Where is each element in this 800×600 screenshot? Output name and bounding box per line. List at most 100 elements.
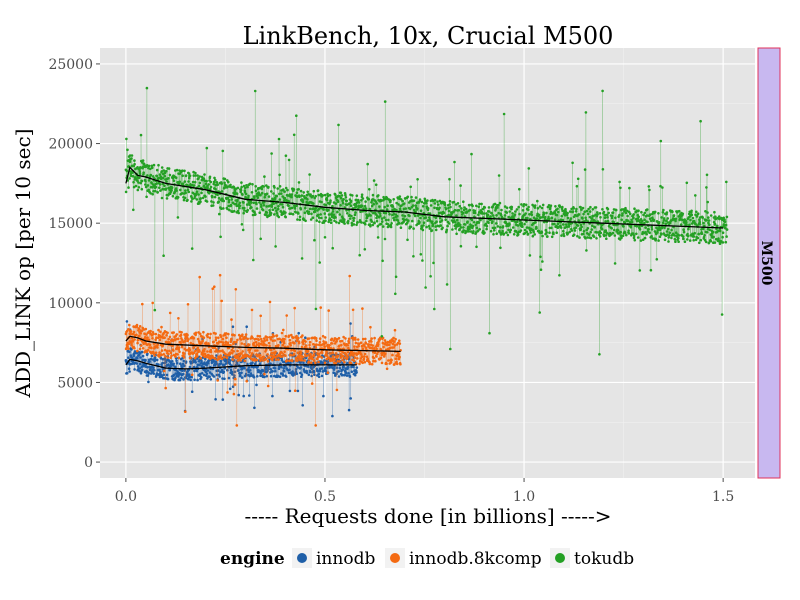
data-point — [462, 200, 465, 203]
data-point — [582, 230, 586, 233]
data-point — [659, 184, 662, 188]
data-point — [688, 239, 692, 242]
data-point — [269, 338, 273, 341]
data-point — [274, 350, 277, 354]
data-point — [227, 198, 231, 202]
data-point — [216, 193, 219, 196]
data-point — [231, 373, 234, 376]
data-point — [277, 344, 280, 347]
data-point — [331, 414, 334, 418]
data-point — [246, 337, 249, 341]
data-point — [136, 365, 140, 368]
data-point — [243, 343, 246, 346]
data-point — [195, 369, 199, 373]
data-point — [180, 345, 184, 349]
data-point — [290, 348, 293, 352]
x-tick-label: 1.5 — [712, 489, 734, 505]
data-point — [273, 355, 277, 359]
data-point — [707, 241, 711, 245]
data-point — [398, 355, 401, 359]
data-point — [440, 219, 444, 222]
data-point — [232, 392, 236, 396]
data-point — [309, 193, 312, 196]
data-point — [338, 344, 341, 348]
data-point — [260, 187, 264, 191]
data-point — [667, 240, 670, 243]
data-point — [157, 163, 160, 167]
data-point — [528, 254, 532, 257]
data-point — [696, 236, 700, 240]
data-point — [213, 176, 216, 180]
data-point — [392, 336, 395, 340]
data-point — [623, 231, 627, 235]
data-point — [137, 327, 141, 331]
data-point — [491, 205, 495, 208]
data-point — [158, 338, 162, 342]
smooth-line-innodb-8kcomp — [125, 335, 401, 353]
data-point — [613, 262, 617, 265]
data-point — [662, 219, 666, 222]
data-point — [172, 179, 176, 183]
data-point — [514, 210, 517, 213]
data-point — [164, 386, 167, 390]
data-point — [189, 356, 192, 360]
data-point — [306, 354, 310, 357]
data-point — [178, 378, 182, 382]
data-point — [541, 260, 544, 263]
data-point — [540, 206, 544, 210]
data-point — [283, 196, 287, 200]
data-point — [333, 358, 336, 361]
data-point — [347, 219, 350, 223]
data-point — [540, 231, 544, 234]
data-point — [375, 355, 378, 358]
data-point — [249, 354, 253, 357]
data-point — [354, 341, 358, 345]
data-point — [225, 336, 228, 340]
data-point — [321, 351, 324, 355]
data-point — [647, 185, 651, 188]
data-point — [239, 188, 243, 192]
data-point — [497, 211, 500, 215]
data-point — [331, 204, 334, 208]
data-point — [693, 231, 696, 235]
data-point — [355, 362, 358, 365]
data-point — [523, 232, 527, 235]
data-point — [131, 340, 135, 343]
data-point — [376, 214, 379, 218]
data-point — [215, 373, 219, 377]
data-point — [475, 226, 479, 230]
data-point — [335, 388, 339, 392]
series-layer — [124, 86, 729, 427]
data-point — [212, 340, 215, 344]
data-point — [413, 214, 417, 218]
data-point — [333, 342, 337, 345]
data-point — [272, 334, 276, 338]
data-point — [503, 214, 507, 217]
data-point — [309, 218, 313, 221]
data-point — [141, 347, 145, 350]
data-point — [348, 274, 352, 278]
data-point — [349, 204, 353, 207]
data-point — [704, 240, 708, 244]
data-point — [397, 353, 400, 356]
data-point — [186, 303, 190, 306]
data-point — [725, 235, 728, 238]
data-point — [384, 218, 388, 222]
data-point — [424, 216, 428, 219]
data-point — [243, 206, 246, 210]
data-point — [354, 338, 357, 341]
data-point — [204, 341, 208, 345]
data-point — [398, 195, 402, 198]
data-point — [198, 181, 202, 185]
data-point — [175, 361, 179, 365]
data-point — [192, 336, 196, 340]
data-point — [275, 211, 279, 215]
data-point — [584, 111, 588, 114]
data-point — [151, 192, 154, 196]
data-point — [555, 213, 559, 217]
data-point — [604, 234, 608, 237]
data-point — [438, 216, 442, 220]
data-point — [229, 368, 233, 372]
data-point — [591, 224, 594, 228]
data-point — [198, 350, 201, 353]
